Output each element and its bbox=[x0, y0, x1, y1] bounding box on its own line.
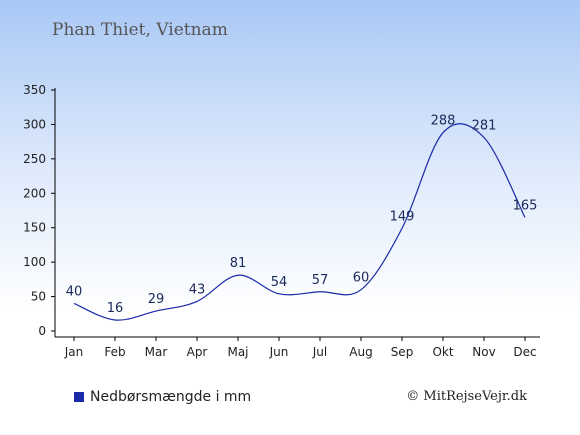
y-tick-label: 250 bbox=[23, 152, 46, 166]
series-line bbox=[73, 123, 526, 321]
x-tick-label: Jan bbox=[64, 345, 84, 359]
data-label: 57 bbox=[312, 273, 329, 288]
y-tick-label: 150 bbox=[23, 221, 46, 235]
x-tick-label: Okt bbox=[432, 345, 453, 359]
x-tick-label: Jul bbox=[312, 345, 327, 359]
data-label: 81 bbox=[230, 256, 247, 271]
data-label: 60 bbox=[353, 271, 370, 286]
y-tick-label: 300 bbox=[23, 117, 46, 131]
data-label: 288 bbox=[431, 114, 456, 129]
data-label: 165 bbox=[513, 198, 538, 213]
x-tick-label: Sep bbox=[391, 345, 414, 359]
legend-swatch bbox=[74, 392, 84, 402]
x-tick-label: Aug bbox=[349, 345, 372, 359]
data-label: 54 bbox=[271, 275, 288, 290]
y-tick-label: 0 bbox=[38, 324, 46, 338]
credit-text: © MitRejseVejr.dk bbox=[406, 389, 527, 404]
y-tick-label: 350 bbox=[23, 83, 46, 97]
data-label: 16 bbox=[107, 301, 124, 316]
x-tick-label: Dec bbox=[513, 345, 536, 359]
data-label: 29 bbox=[148, 292, 165, 307]
y-tick-label: 100 bbox=[23, 255, 46, 269]
x-tick-label: Apr bbox=[187, 345, 208, 359]
x-tick-label: Jun bbox=[269, 345, 289, 359]
x-tick-label: Feb bbox=[104, 345, 125, 359]
data-label: 281 bbox=[472, 119, 497, 134]
y-tick-label: 200 bbox=[23, 186, 46, 200]
legend-label: Nedbørsmængde i mm bbox=[90, 389, 252, 405]
x-tick-label: Nov bbox=[472, 345, 495, 359]
data-label: 149 bbox=[390, 209, 415, 224]
data-label: 43 bbox=[189, 282, 206, 297]
x-tick-label: Mar bbox=[145, 345, 168, 359]
x-tick-label: Maj bbox=[227, 345, 248, 359]
data-label: 40 bbox=[66, 284, 83, 299]
chart-title: Phan Thiet, Vietnam bbox=[52, 20, 228, 40]
y-tick-label: 50 bbox=[31, 290, 46, 304]
legend: Nedbørsmængde i mm bbox=[74, 389, 251, 405]
